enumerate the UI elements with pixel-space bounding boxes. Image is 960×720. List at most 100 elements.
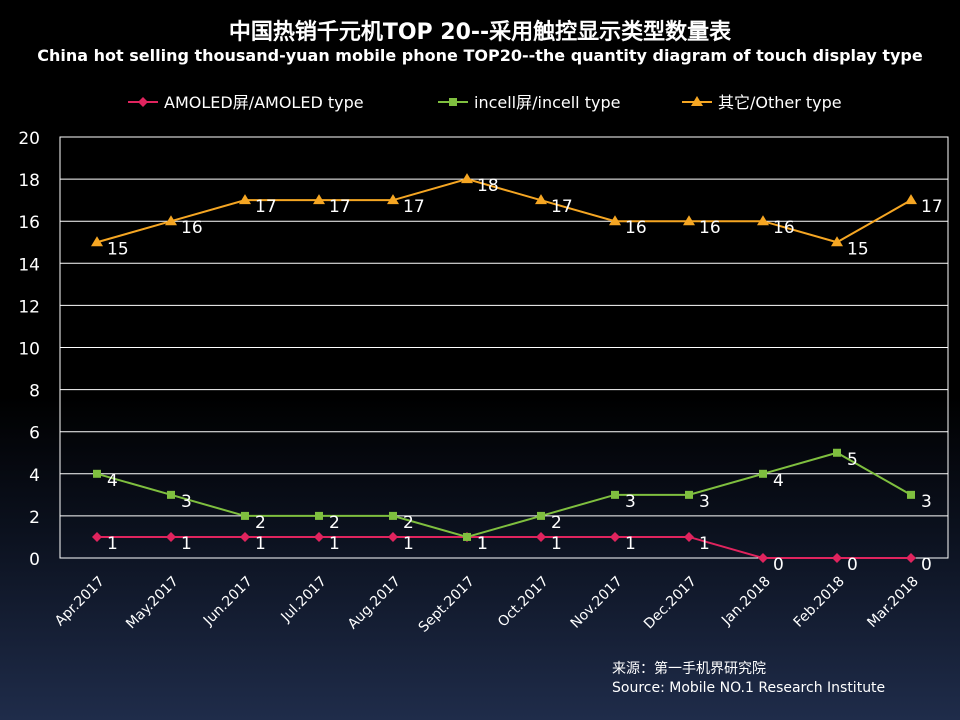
- data-point: [241, 511, 249, 520]
- data-point: [537, 511, 545, 520]
- data-label: 15: [847, 239, 869, 259]
- data-point: [315, 511, 323, 520]
- legend-label: incell屏/incell type: [474, 93, 620, 112]
- x-tick-label: Jan.2018: [718, 574, 774, 630]
- y-tick-label: 0: [29, 550, 40, 570]
- data-label: 17: [329, 197, 351, 217]
- legend-marker: [691, 96, 703, 106]
- data-label: 1: [255, 534, 266, 554]
- data-label: 3: [181, 492, 192, 512]
- data-point: [535, 194, 547, 205]
- data-point: [461, 173, 473, 184]
- y-tick-label: 20: [18, 129, 40, 149]
- series-0: 1 1 1 1 1 1 1 1 1 0 0 0: [92, 531, 932, 575]
- data-point: [536, 531, 546, 542]
- y-tick-label: 12: [18, 297, 40, 317]
- y-tick-label: 10: [18, 340, 40, 360]
- data-point: [165, 215, 177, 226]
- legend: AMOLED屏/AMOLED type incell屏/incell type 其它…: [128, 93, 842, 112]
- x-tick-label: Sept.2017: [416, 574, 478, 636]
- data-label: 4: [773, 471, 784, 491]
- data-label: 1: [107, 534, 118, 554]
- x-tick-label: Feb.2018: [791, 574, 848, 631]
- series-line: [96, 178, 912, 244]
- data-label: 18: [477, 176, 499, 196]
- data-point: [240, 531, 250, 542]
- data-label: 0: [921, 555, 932, 575]
- data-label: 16: [181, 218, 203, 238]
- data-point: [610, 531, 620, 542]
- data-label: 4: [107, 471, 118, 491]
- data-point: [831, 236, 843, 247]
- data-point: [685, 490, 693, 499]
- x-tick-label: Aug.2017: [345, 574, 404, 633]
- data-point: [166, 531, 176, 542]
- data-label: 1: [551, 534, 562, 554]
- gridlines: [59, 136, 949, 559]
- data-label: 2: [551, 513, 562, 533]
- data-point: [92, 531, 102, 542]
- data-point: [463, 532, 471, 541]
- data-point: [91, 236, 103, 247]
- data-point: [683, 215, 695, 226]
- data-label: 16: [625, 218, 647, 238]
- data-label: 2: [403, 513, 414, 533]
- data-point: [609, 215, 621, 226]
- data-point: [167, 490, 175, 499]
- x-tick-label: May.2017: [123, 574, 182, 633]
- data-label: 1: [625, 534, 636, 554]
- data-point: [906, 553, 916, 563]
- x-tick-label: Nov.2017: [568, 574, 626, 632]
- data-label: 1: [181, 534, 192, 554]
- data-point: [313, 194, 325, 205]
- data-label: 2: [255, 513, 266, 533]
- data-label: 17: [255, 197, 277, 217]
- legend-item: AMOLED屏/AMOLED type: [128, 93, 364, 112]
- source-note: 来源：第一手机界研究院 Source: Mobile NO.1 Research…: [612, 660, 885, 698]
- y-tick-label: 2: [29, 508, 40, 528]
- legend-item: incell屏/incell type: [438, 93, 620, 112]
- legend-marker: [449, 98, 457, 106]
- x-tick-label: Oct.2017: [495, 574, 552, 631]
- x-tick-label: Mar.2018: [864, 574, 921, 631]
- data-point: [239, 194, 251, 205]
- source-line-en: Source: Mobile NO.1 Research Institute: [612, 680, 886, 696]
- y-tick-label: 18: [18, 171, 40, 191]
- data-label: 16: [773, 218, 795, 238]
- data-label: 15: [107, 239, 129, 259]
- series-line: [97, 535, 911, 559]
- data-point: [389, 511, 397, 520]
- x-tick-label: Dec.2017: [641, 574, 700, 633]
- data-label: 17: [403, 197, 425, 217]
- y-tick-label: 16: [18, 213, 40, 233]
- data-label: 2: [329, 513, 340, 533]
- chart-title-cn: 中国热销千元机TOP 20--采用触控显示类型数量表: [228, 20, 732, 45]
- data-point: [314, 531, 324, 542]
- legend-item: 其它/Other type: [682, 93, 842, 112]
- data-point: [907, 490, 915, 499]
- data-point: [611, 490, 619, 499]
- data-label: 0: [847, 555, 858, 575]
- y-tick-label: 14: [18, 255, 40, 275]
- data-label: 3: [921, 492, 932, 512]
- data-label: 17: [921, 197, 943, 217]
- source-line-cn: 来源：第一手机界研究院: [612, 661, 766, 677]
- data-point: [905, 194, 917, 205]
- data-point: [833, 448, 841, 457]
- y-tick-label: 4: [29, 466, 40, 486]
- data-label: 1: [329, 534, 340, 554]
- data-label: 1: [477, 534, 488, 554]
- data-label: 1: [403, 534, 414, 554]
- data-label: 1: [699, 534, 710, 554]
- legend-label: 其它/Other type: [718, 93, 842, 112]
- y-tick-label: 6: [29, 424, 40, 444]
- x-tick-label: Jun.2017: [200, 574, 256, 630]
- data-point: [757, 215, 769, 226]
- data-label: 5: [847, 450, 858, 470]
- legend-label: AMOLED屏/AMOLED type: [164, 93, 364, 112]
- data-point: [684, 531, 694, 542]
- data-label: 3: [699, 492, 710, 512]
